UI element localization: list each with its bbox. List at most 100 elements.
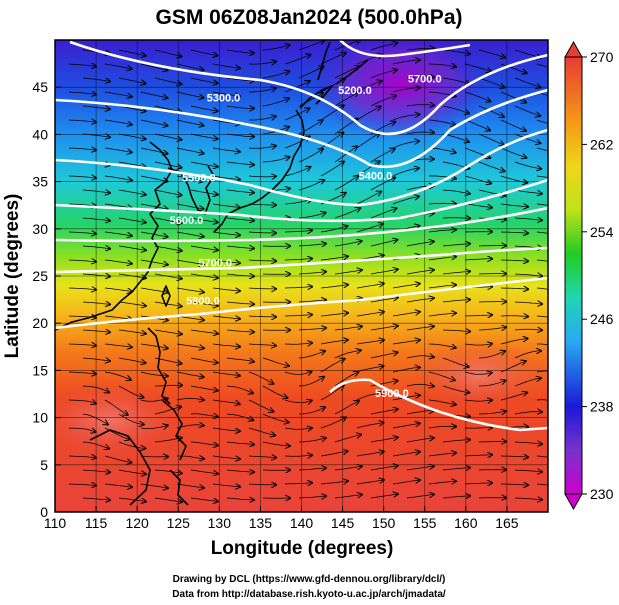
streamline bbox=[320, 53, 346, 65]
streamline bbox=[140, 343, 168, 348]
streamline bbox=[68, 484, 96, 486]
streamline bbox=[154, 49, 181, 57]
streamline bbox=[370, 96, 396, 107]
streamline bbox=[320, 162, 344, 177]
streamline bbox=[500, 393, 527, 401]
latitude-ticks: 0 5 10 15 20 25 30 35 40 45 bbox=[32, 79, 61, 520]
x-tick-label: 115 bbox=[85, 515, 108, 531]
streamline bbox=[392, 368, 420, 373]
coastline-sulawesi bbox=[169, 469, 189, 506]
streamline bbox=[428, 453, 456, 457]
streamline bbox=[176, 119, 204, 126]
streamline bbox=[140, 175, 168, 181]
streamline bbox=[536, 91, 548, 96]
streamline bbox=[248, 61, 276, 64]
streamline bbox=[284, 343, 312, 344]
streamline bbox=[104, 175, 132, 180]
streamline bbox=[284, 315, 312, 316]
streamline bbox=[104, 203, 132, 208]
colorbar-body bbox=[564, 56, 583, 495]
streamline bbox=[334, 270, 362, 275]
coastline-japan-kyushu-honshu bbox=[213, 109, 305, 233]
streamline bbox=[428, 399, 456, 405]
streamline bbox=[190, 49, 218, 56]
streamline bbox=[176, 259, 204, 265]
streamline bbox=[226, 162, 254, 165]
streamline bbox=[356, 284, 384, 289]
streamline bbox=[176, 483, 204, 488]
colorbar-top-extension bbox=[564, 40, 583, 58]
wind-streamlines bbox=[68, 40, 548, 502]
streamline bbox=[68, 400, 96, 404]
streamline bbox=[262, 157, 290, 163]
streamline bbox=[406, 105, 434, 106]
streamline bbox=[248, 427, 275, 435]
streamline bbox=[442, 49, 470, 54]
streamline bbox=[370, 43, 397, 51]
streamline bbox=[536, 287, 548, 290]
streamline bbox=[406, 384, 434, 386]
streamline bbox=[536, 483, 548, 486]
streamline bbox=[248, 484, 276, 485]
streamline bbox=[248, 316, 276, 317]
streamline bbox=[370, 149, 395, 163]
y-tick-label: 45 bbox=[32, 79, 48, 95]
streamline bbox=[464, 483, 492, 484]
streamline bbox=[226, 190, 254, 193]
streamline bbox=[104, 315, 132, 319]
streamline bbox=[320, 313, 348, 317]
streamline bbox=[118, 49, 146, 56]
streamline bbox=[464, 63, 491, 72]
x-tick-label: 145 bbox=[331, 515, 355, 531]
streamline bbox=[500, 339, 528, 345]
streamline bbox=[298, 407, 325, 415]
streamline bbox=[154, 189, 182, 195]
streamline bbox=[320, 417, 346, 429]
contour-label: 5500.0 bbox=[182, 173, 216, 185]
streamline bbox=[370, 178, 395, 191]
streamline bbox=[298, 468, 326, 470]
streamline bbox=[248, 146, 276, 149]
streamline bbox=[154, 470, 182, 473]
streamline bbox=[248, 232, 276, 233]
streamline bbox=[140, 119, 168, 126]
streamline bbox=[82, 302, 110, 304]
streamline bbox=[500, 204, 528, 207]
streamline bbox=[392, 141, 419, 149]
streamline bbox=[334, 435, 361, 443]
x-tick-label: 135 bbox=[249, 515, 273, 531]
x-tick-label: 120 bbox=[125, 515, 149, 531]
streamline bbox=[320, 385, 344, 401]
streamline bbox=[176, 91, 204, 98]
streamline bbox=[406, 356, 434, 358]
streamline bbox=[284, 428, 312, 429]
streamline bbox=[104, 483, 132, 487]
streamline bbox=[298, 351, 325, 359]
streamline bbox=[370, 381, 398, 387]
streamline bbox=[478, 105, 504, 117]
y-tick-label: 5 bbox=[40, 457, 48, 473]
coastline-china bbox=[55, 141, 173, 331]
figure-title: GSM 06Z08Jan2024 (500.0hPa) bbox=[155, 6, 462, 29]
streamline bbox=[68, 428, 96, 432]
streamline bbox=[298, 67, 324, 79]
streamline bbox=[284, 287, 312, 288]
y-tick-label: 35 bbox=[32, 174, 48, 190]
streamline bbox=[478, 411, 506, 414]
streamline bbox=[501, 484, 528, 485]
colorbar-ticks: 230 238 246 254 262 270 bbox=[582, 49, 614, 502]
streamline bbox=[190, 385, 218, 391]
streamline bbox=[442, 77, 470, 84]
streamline bbox=[500, 260, 528, 261]
streamline bbox=[140, 203, 168, 209]
streamline bbox=[500, 456, 528, 457]
streamline bbox=[478, 161, 505, 171]
streamline bbox=[536, 119, 548, 124]
contour-5800 bbox=[55, 276, 548, 330]
x-tick-label: 165 bbox=[495, 515, 519, 531]
streamline bbox=[248, 176, 276, 177]
streamline bbox=[176, 287, 204, 292]
streamline bbox=[118, 497, 146, 502]
y-tick-label: 20 bbox=[32, 315, 48, 331]
warm-spot-west bbox=[55, 380, 190, 460]
